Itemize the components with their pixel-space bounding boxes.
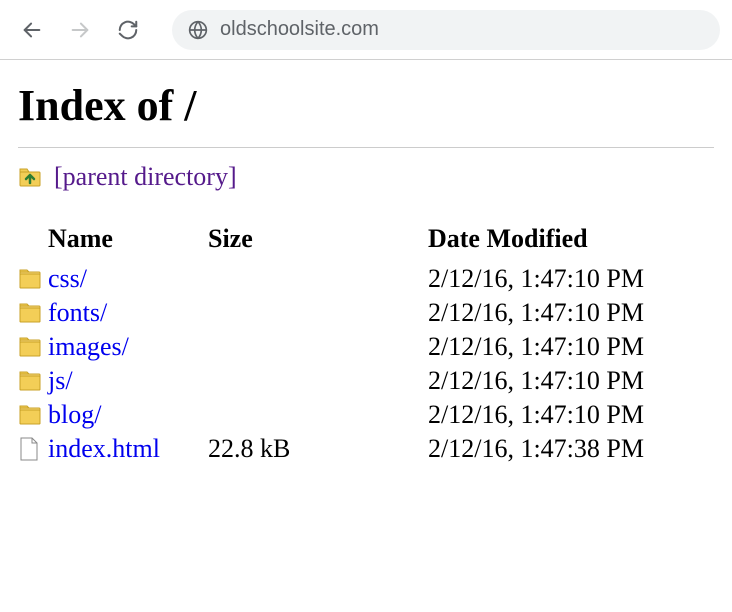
file-icon [18, 437, 40, 461]
row-name-cell: fonts/ [48, 296, 208, 330]
reload-button[interactable] [108, 10, 148, 50]
table-row: blog/2/12/16, 1:47:10 PM [18, 398, 714, 432]
row-size-cell [208, 330, 388, 364]
row-name-cell: images/ [48, 330, 208, 364]
table-row: js/2/12/16, 1:47:10 PM [18, 364, 714, 398]
globe-icon [188, 20, 208, 40]
row-size-cell: 22.8 kB [208, 432, 388, 466]
header-date: Date Modified [388, 220, 714, 262]
row-size-cell [208, 398, 388, 432]
file-link[interactable]: blog/ [48, 400, 101, 429]
row-date-cell: 2/12/16, 1:47:10 PM [388, 364, 714, 398]
parent-directory-link[interactable]: [parent directory] [54, 162, 237, 192]
row-date-cell: 2/12/16, 1:47:10 PM [388, 398, 714, 432]
file-link[interactable]: images/ [48, 332, 129, 361]
folder-icon [18, 336, 42, 358]
page-title: Index of / [18, 80, 714, 131]
file-link[interactable]: fonts/ [48, 298, 107, 327]
parent-directory-row: [parent directory] [18, 162, 714, 192]
row-name-cell: index.html [48, 432, 208, 466]
back-button[interactable] [12, 10, 52, 50]
page-content: Index of / [parent directory] Name Size … [0, 60, 732, 486]
up-folder-icon [18, 165, 42, 189]
file-link[interactable]: index.html [48, 434, 160, 463]
row-icon-cell [18, 432, 48, 466]
row-icon-cell [18, 364, 48, 398]
row-icon-cell [18, 296, 48, 330]
folder-icon [18, 302, 42, 324]
folder-icon [18, 404, 42, 426]
header-size: Size [208, 220, 388, 262]
row-name-cell: css/ [48, 262, 208, 296]
row-icon-cell [18, 398, 48, 432]
row-icon-cell [18, 262, 48, 296]
browser-toolbar [0, 0, 732, 60]
folder-icon [18, 268, 42, 290]
header-name: Name [48, 220, 208, 262]
row-date-cell: 2/12/16, 1:47:38 PM [388, 432, 714, 466]
arrow-left-icon [21, 19, 43, 41]
arrow-right-icon [69, 19, 91, 41]
forward-button[interactable] [60, 10, 100, 50]
url-input[interactable] [220, 18, 704, 41]
divider [18, 147, 714, 148]
row-date-cell: 2/12/16, 1:47:10 PM [388, 296, 714, 330]
file-link[interactable]: js/ [48, 366, 73, 395]
table-row: index.html 22.8 kB2/12/16, 1:47:38 PM [18, 432, 714, 466]
table-row: fonts/2/12/16, 1:47:10 PM [18, 296, 714, 330]
address-bar[interactable] [172, 10, 720, 50]
row-icon-cell [18, 330, 48, 364]
header-icon-col [18, 220, 48, 262]
row-date-cell: 2/12/16, 1:47:10 PM [388, 330, 714, 364]
table-row: images/2/12/16, 1:47:10 PM [18, 330, 714, 364]
row-name-cell: js/ [48, 364, 208, 398]
row-name-cell: blog/ [48, 398, 208, 432]
row-size-cell [208, 296, 388, 330]
row-size-cell [208, 262, 388, 296]
table-row: css/2/12/16, 1:47:10 PM [18, 262, 714, 296]
table-header-row: Name Size Date Modified [18, 220, 714, 262]
file-link[interactable]: css/ [48, 264, 87, 293]
directory-listing-table: Name Size Date Modified css/2/12/16, 1:4… [18, 220, 714, 466]
reload-icon [117, 19, 139, 41]
row-date-cell: 2/12/16, 1:47:10 PM [388, 262, 714, 296]
folder-icon [18, 370, 42, 392]
row-size-cell [208, 364, 388, 398]
